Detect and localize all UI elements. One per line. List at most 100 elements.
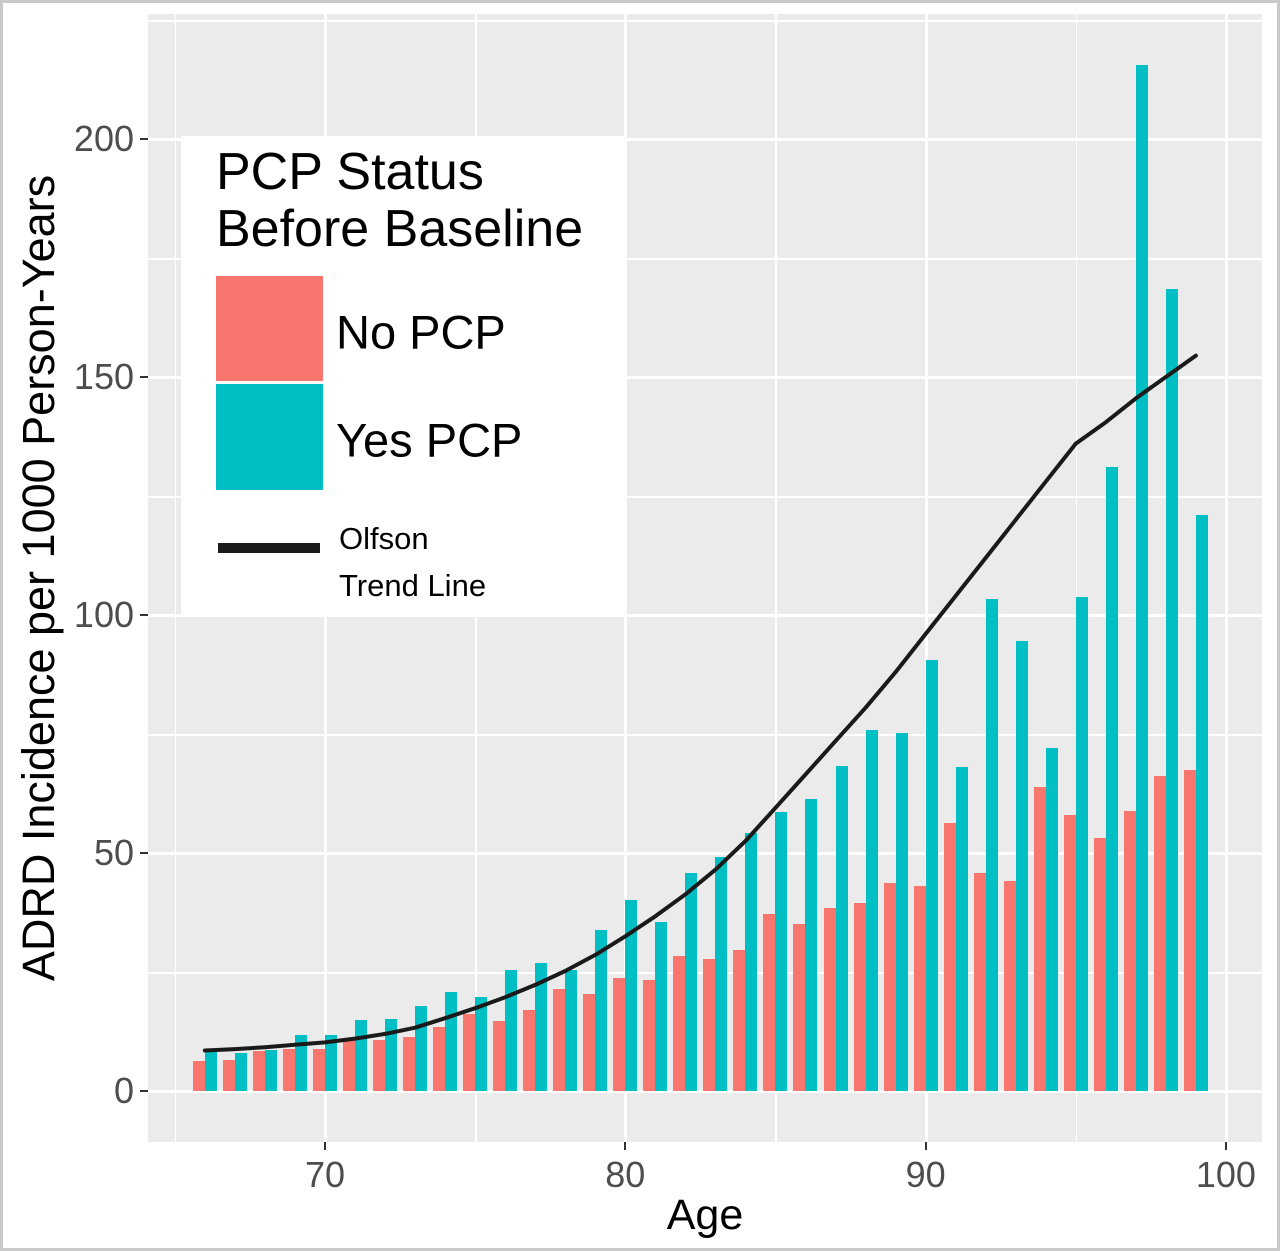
- x-tick-label: 70: [304, 1154, 346, 1195]
- bar-no-pcp: [823, 908, 836, 1091]
- gridline-x-major: [1224, 14, 1228, 1142]
- bar-no-pcp: [583, 993, 596, 1091]
- bar-no-pcp: [222, 1059, 235, 1091]
- bar-yes-pcp: [775, 812, 788, 1091]
- legend-title-line1: PCP Status: [216, 143, 484, 201]
- bar-no-pcp: [733, 949, 746, 1091]
- bar-yes-pcp: [1105, 467, 1118, 1091]
- bar-no-pcp: [373, 1039, 386, 1091]
- y-tick-label: 50: [93, 832, 134, 873]
- bar-no-pcp: [883, 883, 896, 1091]
- gridline-x-minor: [174, 14, 177, 1142]
- bar-yes-pcp: [385, 1018, 398, 1091]
- bar-yes-pcp: [475, 996, 488, 1091]
- bar-no-pcp: [1003, 881, 1016, 1091]
- x-tick-mark: [924, 1142, 927, 1150]
- bar-yes-pcp: [595, 930, 608, 1091]
- bar-yes-pcp: [204, 1049, 217, 1091]
- bar-no-pcp: [1153, 776, 1166, 1091]
- x-tick-mark: [624, 1142, 627, 1150]
- y-tick-mark: [140, 1090, 148, 1092]
- bar-no-pcp: [1033, 787, 1046, 1091]
- bar-yes-pcp: [955, 766, 968, 1091]
- bar-no-pcp: [282, 1049, 295, 1091]
- bar-yes-pcp: [925, 660, 938, 1091]
- gridline-y-minor: [148, 734, 1262, 736]
- bar-no-pcp: [433, 1027, 446, 1091]
- gridline-y-major: [148, 1090, 1262, 1093]
- bar-yes-pcp: [985, 598, 998, 1091]
- x-tick-label: 80: [605, 1154, 646, 1195]
- bar-no-pcp: [643, 979, 656, 1091]
- y-tick-label: 100: [73, 594, 134, 635]
- gridline-y-minor: [148, 20, 1262, 22]
- legend-label-yes-pcp: Yes PCP: [336, 413, 523, 467]
- gridline-y-major: [148, 138, 1262, 141]
- bar-yes-pcp: [535, 962, 548, 1091]
- bar-yes-pcp: [1075, 597, 1088, 1091]
- legend-label-no-pcp: No PCP: [336, 305, 506, 359]
- bar-yes-pcp: [234, 1053, 247, 1091]
- legend-title: PCP Status Before Baseline: [216, 144, 583, 258]
- bar-yes-pcp: [294, 1034, 307, 1091]
- bar-yes-pcp: [895, 732, 908, 1091]
- bar-no-pcp: [763, 913, 776, 1091]
- bar-yes-pcp: [1165, 288, 1178, 1091]
- bar-no-pcp: [673, 955, 686, 1091]
- bar-yes-pcp: [264, 1049, 277, 1091]
- legend-swatch-yes-pcp: [216, 384, 323, 490]
- bar-yes-pcp: [685, 873, 698, 1091]
- bar-yes-pcp: [505, 969, 518, 1091]
- bar-no-pcp: [913, 885, 926, 1091]
- bar-yes-pcp: [805, 799, 818, 1091]
- bar-no-pcp: [1063, 815, 1076, 1091]
- gridline-y-minor: [148, 258, 1262, 260]
- bar-no-pcp: [252, 1050, 265, 1091]
- bar-no-pcp: [463, 1014, 476, 1091]
- x-tick-mark: [324, 1142, 326, 1150]
- y-tick-mark: [140, 852, 148, 854]
- bar-yes-pcp: [655, 922, 668, 1091]
- bar-no-pcp: [943, 823, 956, 1091]
- y-tick-mark: [140, 614, 148, 616]
- bar-yes-pcp: [1135, 65, 1148, 1091]
- legend: PCP Status Before Baseline No PCP Yes PCP…: [181, 136, 626, 615]
- bar-yes-pcp: [565, 969, 578, 1091]
- bar-no-pcp: [703, 958, 716, 1091]
- y-tick-mark: [140, 138, 148, 140]
- legend-olfson-line1: Olfson: [339, 521, 429, 556]
- bar-yes-pcp: [625, 900, 638, 1091]
- x-axis-title: Age: [666, 1191, 744, 1239]
- bar-yes-pcp: [325, 1034, 337, 1091]
- bar-no-pcp: [1183, 769, 1196, 1091]
- bar-yes-pcp: [865, 729, 878, 1091]
- bar-no-pcp: [192, 1060, 205, 1091]
- y-tick-label: 200: [73, 118, 134, 159]
- bar-no-pcp: [493, 1021, 506, 1091]
- y-tick-label: 150: [73, 356, 134, 397]
- legend-olfson-line2: Trend Line: [339, 568, 487, 603]
- bar-no-pcp: [403, 1037, 416, 1091]
- bar-yes-pcp: [445, 991, 458, 1091]
- bar-yes-pcp: [835, 765, 848, 1091]
- bar-no-pcp: [553, 988, 566, 1091]
- bar-no-pcp: [343, 1039, 356, 1091]
- bar-no-pcp: [1123, 810, 1136, 1091]
- x-tick-label: 90: [905, 1154, 946, 1195]
- bar-no-pcp: [793, 924, 806, 1091]
- bar-no-pcp: [523, 1009, 536, 1091]
- x-tick-label: 100: [1195, 1154, 1256, 1195]
- bar-no-pcp: [613, 977, 626, 1091]
- bar-no-pcp: [1093, 837, 1106, 1091]
- bar-yes-pcp: [715, 857, 728, 1091]
- x-tick-mark: [1224, 1142, 1227, 1150]
- bar-no-pcp: [313, 1049, 325, 1091]
- bar-yes-pcp: [415, 1005, 428, 1091]
- bar-yes-pcp: [1195, 515, 1208, 1091]
- bar-no-pcp: [853, 902, 866, 1091]
- bar-no-pcp: [973, 872, 986, 1091]
- bar-yes-pcp: [745, 833, 758, 1091]
- bar-yes-pcp: [1045, 747, 1058, 1091]
- y-tick-label: 0: [113, 1070, 134, 1111]
